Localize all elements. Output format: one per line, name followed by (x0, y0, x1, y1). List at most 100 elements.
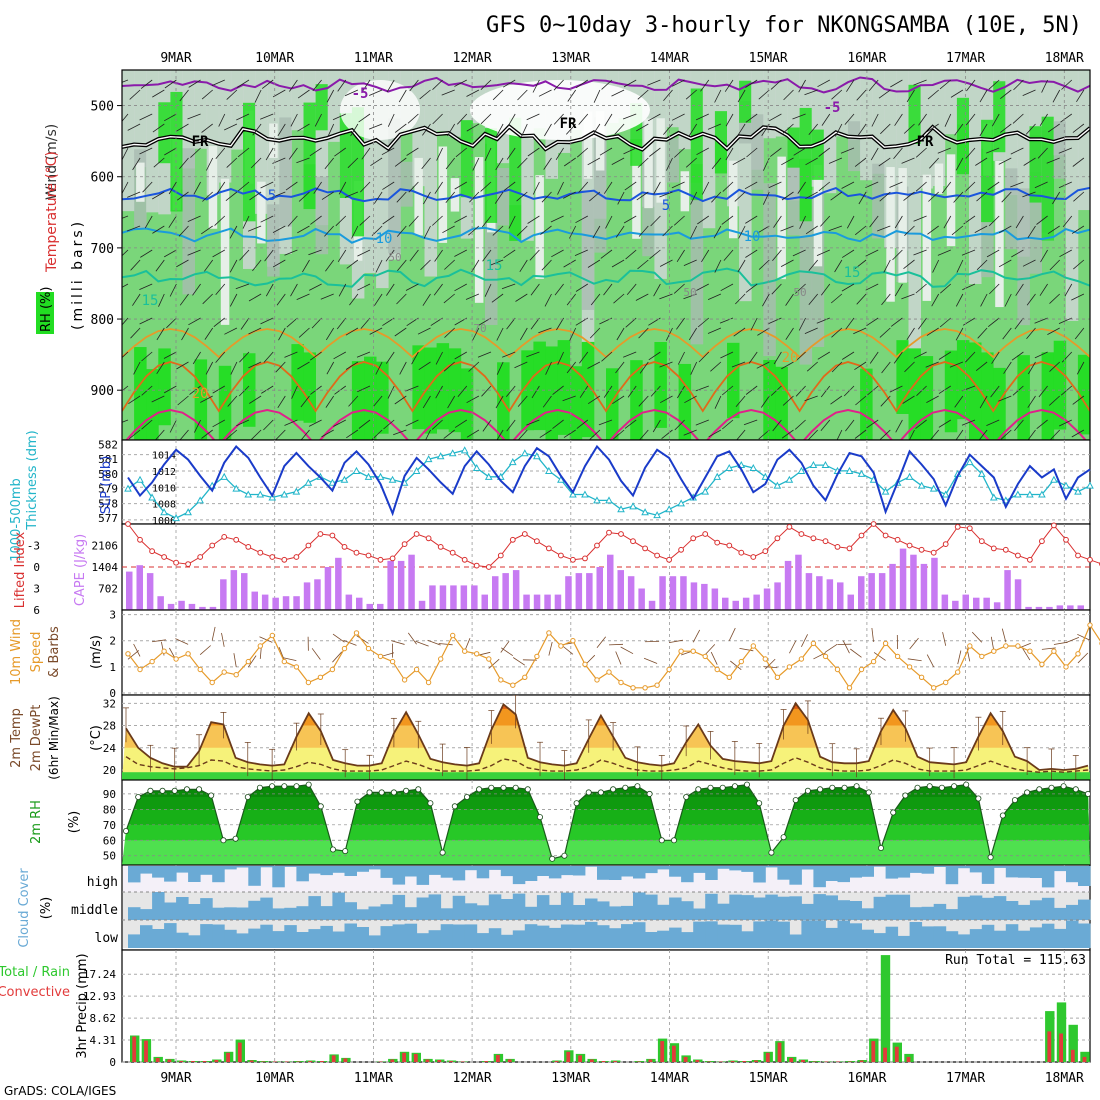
precip-conv-bar (284, 1061, 289, 1062)
wind-barb (626, 283, 637, 295)
wind-barb (915, 283, 927, 294)
wind-barb (939, 317, 952, 328)
wind-barb (601, 79, 613, 90)
cloud-high-bar (633, 866, 646, 879)
rh-point (926, 783, 933, 790)
pressure-tick-label: 700 (91, 242, 114, 257)
wind-barb (1049, 429, 1060, 440)
rh-streak (1077, 354, 1090, 435)
lifted-point (341, 544, 348, 550)
wind-barb (785, 327, 794, 340)
cloud-low-bar (284, 925, 297, 948)
wind-barb (587, 259, 601, 268)
wind-barb (345, 361, 359, 370)
wind-barb (591, 123, 601, 136)
wind10-point (979, 653, 985, 660)
wind-barb (248, 293, 262, 302)
wind-barb (962, 317, 976, 326)
rh-streak (412, 345, 425, 430)
cape-bar (596, 567, 603, 610)
wind-barb (650, 215, 661, 227)
wind-barb (637, 157, 649, 168)
wind-barb (442, 225, 455, 234)
cape-bar (680, 576, 687, 610)
thickness-point (773, 481, 782, 489)
lifted-point (293, 554, 300, 560)
wind10-barb (813, 652, 827, 660)
rh-point (123, 828, 130, 835)
wind10-barb (739, 648, 754, 652)
rh-streak (775, 70, 788, 137)
wind-barb (236, 79, 250, 88)
temp-base (122, 772, 1090, 780)
precip-conv-bar (894, 1046, 899, 1062)
cape-bar (931, 557, 938, 610)
cloud-low-bar (933, 926, 947, 948)
wind10-point (618, 679, 624, 686)
wind-barb (1058, 317, 1072, 324)
wind10-point (726, 674, 732, 680)
wind-barb (247, 225, 262, 232)
wind-barb (695, 113, 709, 121)
wind-barb (830, 395, 843, 405)
rh-streak (474, 157, 484, 303)
wind-barb (707, 123, 722, 130)
wind-barb (1058, 147, 1072, 154)
rh-point (537, 814, 544, 821)
thickness-label-2: Thickness (dm) (25, 430, 40, 530)
wind-barb (368, 123, 383, 130)
wind-barb (248, 327, 262, 335)
cloud-mid-bar (536, 895, 550, 920)
lifted-point (654, 552, 660, 559)
lifted-point (353, 549, 360, 556)
wind-barb (590, 293, 601, 306)
wind-barb (396, 191, 407, 203)
rh-streak (521, 350, 534, 431)
rh-streak (944, 70, 958, 135)
wind10-barb (221, 632, 225, 647)
wind-barb (663, 89, 673, 101)
wind-barb (260, 181, 274, 189)
cloud-high-bar (729, 866, 742, 871)
wind-barb (721, 215, 734, 225)
rh-point (780, 834, 787, 841)
wind-barb (229, 293, 238, 307)
wind-barb (361, 79, 371, 92)
cloud-mid-bar (404, 907, 418, 920)
cloud-high-bar (1053, 866, 1067, 872)
wind-barb (140, 79, 153, 89)
precip-conv-bar (1047, 1031, 1052, 1062)
wind-barb (130, 327, 141, 339)
wind10-barb (728, 627, 736, 641)
lifted-point (762, 548, 769, 555)
wind-barb (290, 113, 298, 127)
cloud-high-bar (536, 866, 550, 876)
cloud-mid-bar (909, 907, 923, 920)
wind-barb (734, 191, 746, 202)
wind-barb (808, 259, 819, 272)
wind-barb (1072, 157, 1085, 167)
rh-streak (581, 190, 595, 310)
lifted-point (570, 556, 576, 563)
wind-barb (895, 419, 903, 433)
millibars-label: (milli bars) (70, 219, 86, 330)
precip-total-bar (880, 955, 891, 1062)
lifted-point (149, 548, 156, 555)
lifted-point (1039, 538, 1045, 545)
wind10-label-2: Speed (29, 632, 44, 673)
wind-barb (176, 361, 189, 370)
wind-barb (723, 249, 734, 261)
wind-barb (808, 123, 819, 136)
precip-conv-bar (484, 1061, 489, 1062)
wind-barb (1034, 351, 1048, 359)
wind-barb (519, 259, 528, 273)
wind-barb (701, 249, 710, 263)
lifted-point (1075, 552, 1081, 559)
wind-barb (710, 361, 722, 372)
cloud-low-bar (212, 924, 225, 948)
wind-barb (769, 113, 782, 122)
contour-label: 5 (662, 198, 670, 214)
wind-barb (300, 395, 310, 408)
wind-barb (431, 419, 443, 430)
cloud-low-bar (1066, 920, 1079, 948)
